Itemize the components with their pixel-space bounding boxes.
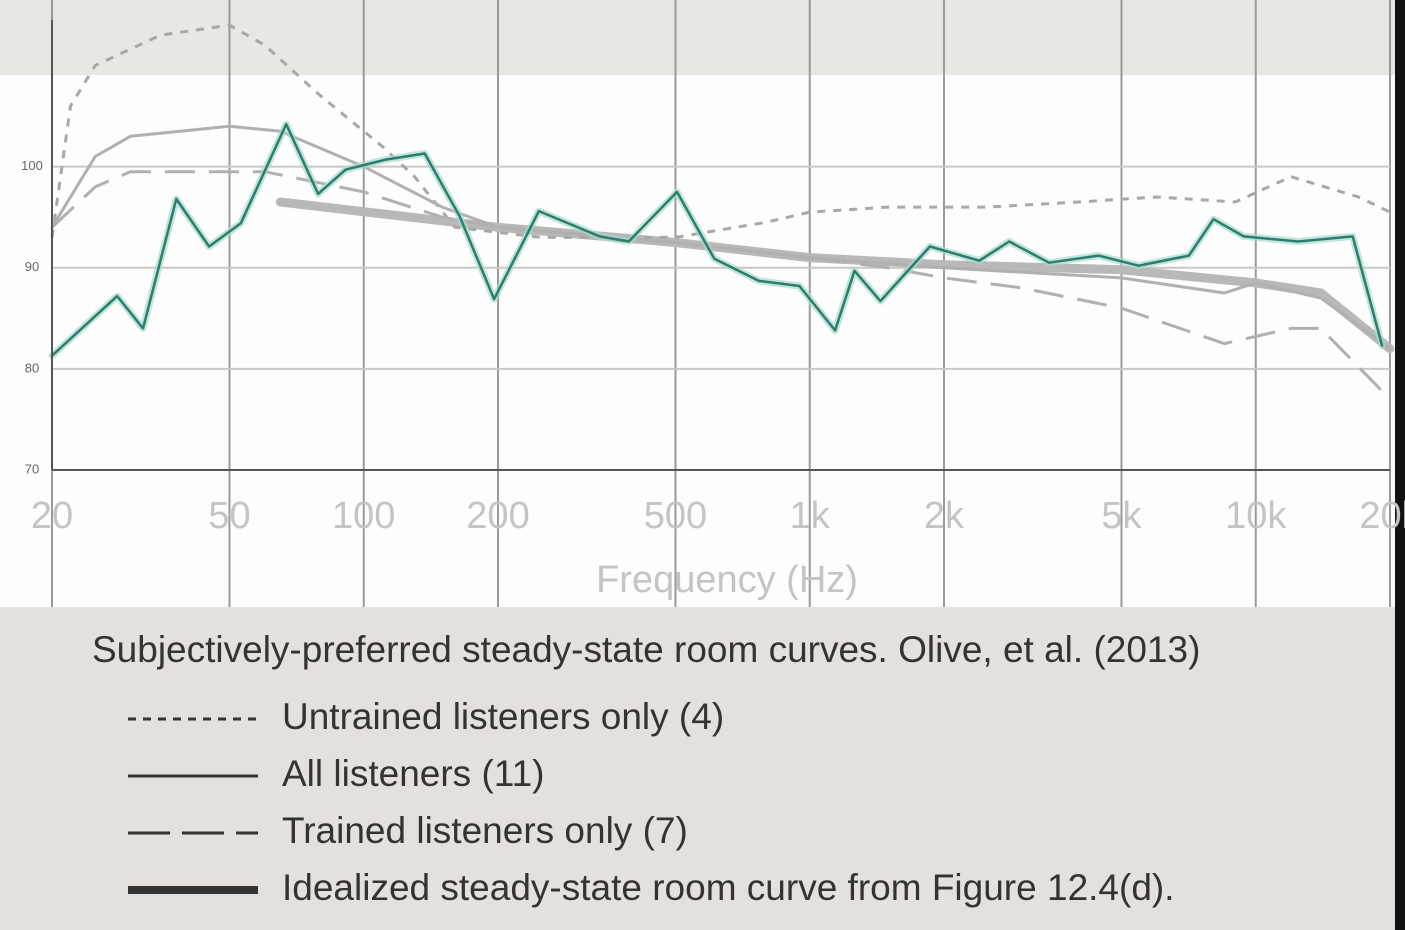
x-tick-label: 500 [644, 495, 707, 537]
legend-label: Untrained listeners only (4) [282, 696, 724, 737]
legend-label: All listeners (11) [282, 753, 545, 794]
x-tick-label: 200 [466, 495, 529, 537]
grid: 20 50 100 200 500 1k 2k 5k 10k 20k 70 80 90 100 [21, 0, 1405, 607]
legend-label: Trained listeners only (7) [282, 810, 688, 851]
plot-panel [0, 75, 1395, 607]
x-tick-label: 50 [208, 495, 250, 537]
y-tick-label: 80 [25, 360, 39, 375]
x-tick-label: 1k [790, 495, 831, 537]
x-tick-label: 10k [1225, 495, 1287, 537]
edge-bar [1395, 0, 1405, 930]
y-tick-label: 100 [21, 158, 43, 173]
series-line [50, 124, 1392, 351]
x-tick-label: 20k [1359, 495, 1405, 537]
x-tick-label: 2k [924, 495, 965, 537]
caption: Subjectively-preferred steady-state room… [92, 629, 1200, 670]
x-tick-label: 20 [31, 495, 73, 537]
x-axis-label: Frequency (Hz) [596, 559, 858, 601]
x-tick-label: 5k [1101, 495, 1142, 537]
y-tick-label: 90 [25, 259, 39, 274]
upper-photo-area [0, 0, 1395, 75]
series-line [50, 122, 1384, 357]
series-line [50, 170, 1392, 401]
legend-label: Idealized steady-state room curve from F… [282, 867, 1175, 908]
x-tick-label: 100 [332, 495, 395, 537]
legend: Untrained listeners only (4) All listener… [128, 696, 1175, 908]
y-tick-label: 70 [25, 461, 39, 476]
lines [48, 23, 1395, 401]
